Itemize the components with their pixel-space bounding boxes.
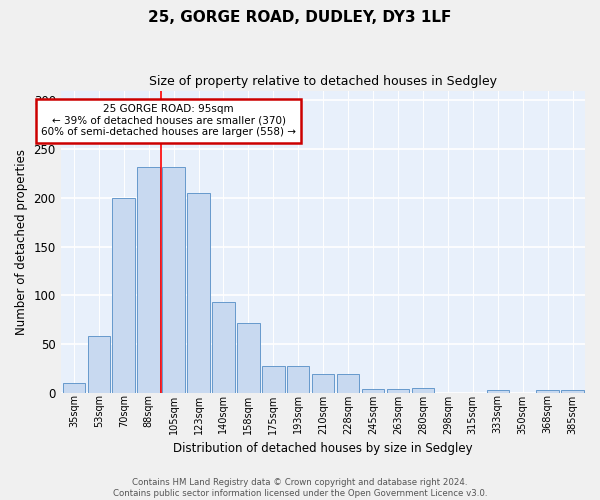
Bar [337, 374, 359, 393]
Bar [137, 166, 160, 393]
Bar [312, 374, 334, 393]
Bar [88, 336, 110, 393]
Bar [262, 366, 284, 393]
Bar [387, 389, 409, 393]
Bar [536, 390, 559, 393]
Bar [112, 198, 135, 393]
Title: Size of property relative to detached houses in Sedgley: Size of property relative to detached ho… [149, 75, 497, 88]
Y-axis label: Number of detached properties: Number of detached properties [15, 148, 28, 334]
Bar [287, 366, 310, 393]
Text: 25, GORGE ROAD, DUDLEY, DY3 1LF: 25, GORGE ROAD, DUDLEY, DY3 1LF [148, 10, 452, 25]
Bar [163, 166, 185, 393]
Text: Contains HM Land Registry data © Crown copyright and database right 2024.
Contai: Contains HM Land Registry data © Crown c… [113, 478, 487, 498]
Bar [362, 389, 384, 393]
Bar [187, 193, 210, 393]
Bar [412, 388, 434, 393]
Bar [237, 322, 260, 393]
Text: 25 GORGE ROAD: 95sqm
← 39% of detached houses are smaller (370)
60% of semi-deta: 25 GORGE ROAD: 95sqm ← 39% of detached h… [41, 104, 296, 138]
X-axis label: Distribution of detached houses by size in Sedgley: Distribution of detached houses by size … [173, 442, 473, 455]
Bar [62, 383, 85, 393]
Bar [212, 302, 235, 393]
Bar [487, 390, 509, 393]
Bar [562, 390, 584, 393]
